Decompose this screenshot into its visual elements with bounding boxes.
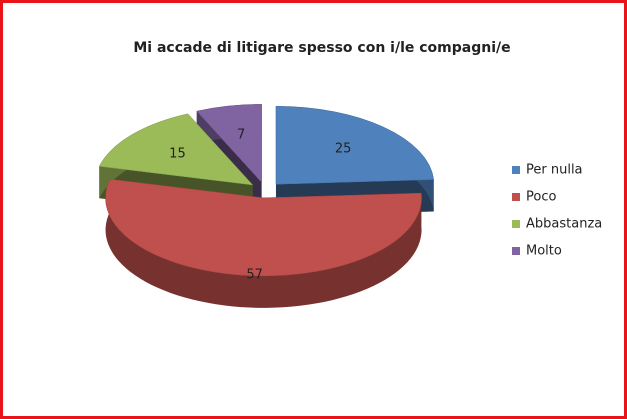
slice [275,105,434,185]
data-label: 7 [237,127,245,142]
legend-label: Poco [526,190,556,205]
legend-label: Molto [526,244,562,259]
slice-wall [105,179,422,308]
legend-label: Per nulla [526,163,583,178]
legend-swatch [512,193,520,201]
data-label: 15 [169,146,186,161]
data-label: 25 [335,142,352,157]
legend-swatch [512,247,520,255]
data-label: 57 [246,267,263,282]
legend-swatch [512,220,520,228]
legend-label: Abbastanza [526,217,602,232]
slice [105,178,422,277]
legend-swatch [512,166,520,174]
slice [98,113,254,186]
slice [196,104,262,183]
chart-title: Mi accade di litigare spesso con i/le co… [133,40,510,56]
slice [105,178,422,308]
